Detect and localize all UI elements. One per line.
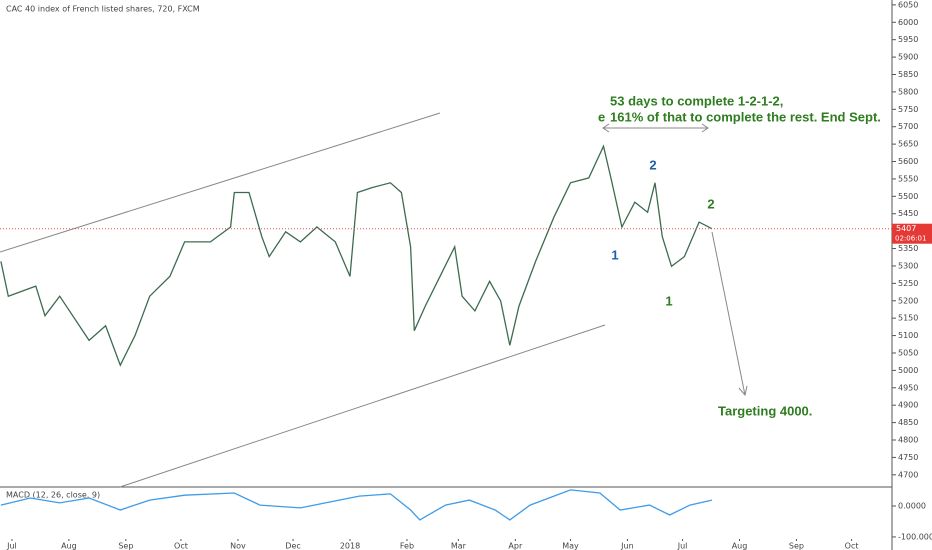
channel-lower [119, 324, 606, 488]
y-tick-label: 5250 [898, 279, 918, 288]
x-tick-label: Apr [508, 542, 523, 550]
annotation: e [598, 109, 605, 124]
x-tick-label: May [562, 542, 579, 550]
y-tick-label: 5350 [898, 244, 918, 253]
countdown-label: 02:06:01 [895, 235, 926, 243]
y-tick-label: 5700 [898, 122, 918, 131]
annotation: 1 [611, 247, 618, 262]
annotation: Targeting 4000. [718, 403, 812, 418]
x-tick-label: Jul [677, 542, 688, 550]
y-tick-label: 5950 [898, 35, 918, 44]
annotation: 2 [707, 196, 714, 211]
y-tick-label: 5750 [898, 105, 918, 114]
x-tick-label: Nov [230, 542, 246, 550]
y-tick-label: 5100 [898, 331, 918, 340]
y-tick-label: 6050 [898, 0, 918, 9]
price-line [0, 489, 713, 521]
price-tag-label: 5407 [896, 224, 916, 233]
y-tick-label: 5450 [898, 209, 918, 218]
y-tick-label: 4700 [898, 470, 918, 479]
y-tick-label: 5650 [898, 140, 918, 149]
annotation: 53 days to complete 1-2-1-2, [610, 93, 783, 108]
y-tick-label: 4900 [898, 401, 918, 410]
y-tick-label: 5800 [898, 87, 918, 96]
price-line [0, 144, 713, 367]
y-tick-label: 4850 [898, 418, 918, 427]
x-tick-label: Sep [118, 542, 133, 550]
y-tick-label: 4750 [898, 453, 918, 462]
y-tick-label: 5900 [898, 53, 918, 62]
measure-arrow [602, 123, 709, 133]
macd-title: MACD (12, 26, close, 9) [6, 491, 100, 500]
target-arrow [711, 231, 748, 397]
x-tick-label: Jun [620, 542, 634, 550]
y-tick-label: 5000 [898, 366, 918, 375]
x-tick-label: Feb [400, 542, 414, 550]
y-tick-label: 5150 [898, 314, 918, 323]
y-tick-label: 0.0000 [898, 502, 926, 511]
y-tick-label: 6000 [898, 18, 918, 27]
price-tag [892, 223, 932, 244]
x-tick-label: 2018 [340, 542, 360, 550]
y-tick-label: 5850 [898, 70, 918, 79]
x-tick-label: Mar [451, 542, 467, 550]
x-tick-label: Sep [789, 542, 804, 550]
x-tick-label: Dec [285, 542, 300, 550]
y-tick-label: 5550 [898, 174, 918, 183]
x-tick-label: Jul [6, 542, 17, 550]
x-tick-label: Oct [845, 542, 859, 550]
channel-upper [0, 112, 441, 253]
y-tick-label: 5500 [898, 192, 918, 201]
x-tick-label: Aug [732, 542, 748, 550]
chart-title: CAC 40 index of French listed shares, 72… [6, 5, 200, 14]
annotation: 1 [665, 293, 672, 308]
annotation: 2 [649, 157, 656, 172]
x-tick-label: Oct [174, 542, 188, 550]
y-tick-label: 5200 [898, 296, 918, 305]
y-tick-label: 5300 [898, 261, 918, 270]
y-tick-label: -100.0000 [898, 532, 932, 541]
x-tick-label: Aug [61, 542, 77, 550]
y-tick-label: 5600 [898, 157, 918, 166]
y-tick-label: 4950 [898, 383, 918, 392]
y-tick-label: 4800 [898, 436, 918, 445]
y-tick-label: 5050 [898, 348, 918, 357]
annotation: 161% of that to complete the rest. End S… [610, 109, 881, 124]
